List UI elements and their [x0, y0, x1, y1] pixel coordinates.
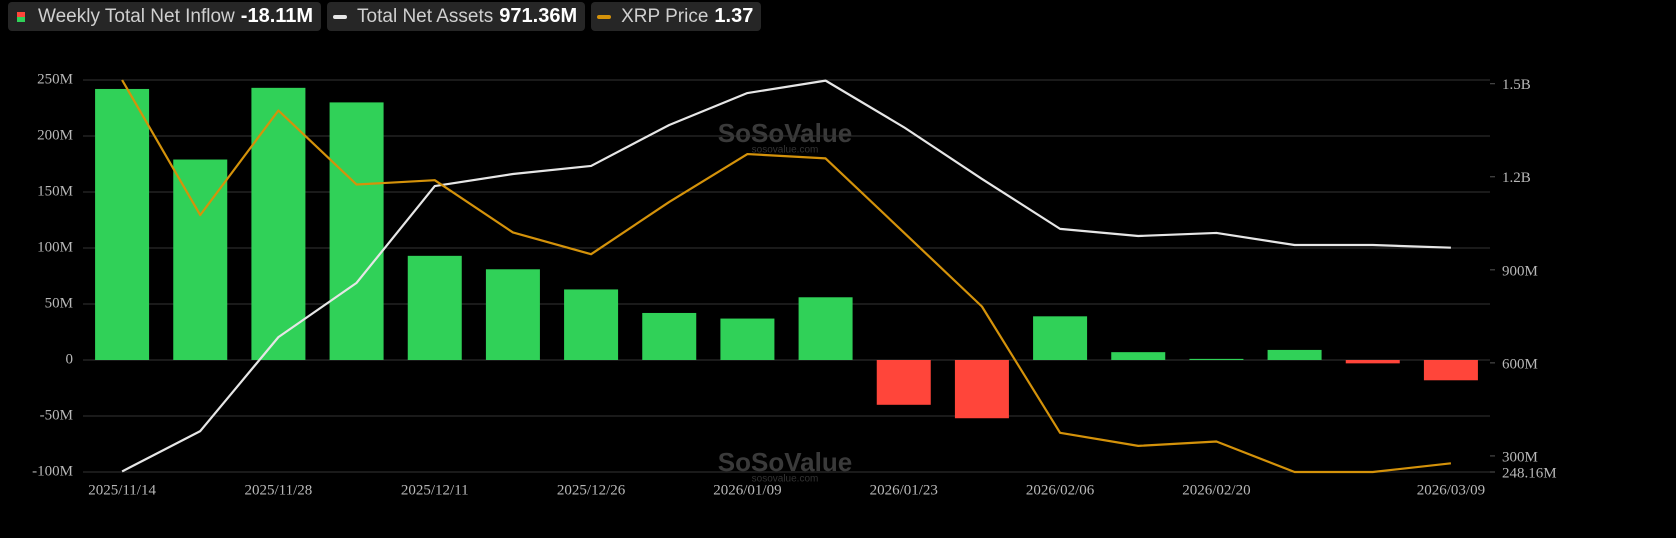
bar: [876, 360, 931, 405]
bar: [642, 312, 697, 360]
bar: [173, 159, 228, 360]
legend-swatch: [333, 14, 348, 19]
y2-tick-label: 300M: [1502, 449, 1538, 465]
y2-tick-label: 248.16M: [1502, 465, 1557, 481]
bar: [407, 255, 462, 360]
legend-item[interactable]: XRP Price 1.37: [591, 2, 762, 31]
x-tick-label: 2025/11/28: [245, 482, 313, 498]
legend-value: -18.11M: [240, 5, 314, 27]
watermark: SoSoValue: [718, 118, 852, 148]
y2-tick-label: 900M: [1502, 263, 1538, 279]
bar: [1189, 358, 1244, 360]
x-tick-label: 2026/02/20: [1182, 482, 1250, 498]
bar: [954, 360, 1009, 419]
x-tick-label: 2025/12/26: [557, 482, 626, 498]
legend-label: Total Net Assets: [357, 5, 494, 27]
y-tick-label: -100M: [32, 463, 73, 479]
y2-tick-label: 1.5B: [1502, 77, 1531, 93]
y2-tick-label: 600M: [1502, 356, 1538, 372]
x-tick-label: 2026/02/06: [1026, 482, 1095, 498]
bar: [485, 269, 540, 360]
legend-value: 1.37: [714, 5, 754, 27]
watermark-url: sosovalue.com: [752, 145, 819, 156]
watermark-url: sosovalue.com: [752, 474, 819, 485]
bar: [1267, 349, 1322, 360]
legend: Weekly Total Net Inflow -18.11M Total Ne…: [8, 2, 762, 31]
legend-value: 971.36M: [499, 5, 578, 27]
x-tick-label: 2025/11/14: [88, 482, 156, 498]
legend-label: Weekly Total Net Inflow: [38, 5, 235, 27]
bar: [720, 318, 775, 360]
legend-item[interactable]: Total Net Assets 971.36M: [327, 2, 586, 31]
y-tick-label: 200M: [37, 127, 73, 143]
y-tick-label: -50M: [40, 407, 73, 423]
y-tick-label: 100M: [37, 239, 73, 255]
legend-swatch: [597, 14, 612, 19]
bar: [95, 88, 150, 361]
bar: [329, 102, 384, 361]
y-tick-label: 150M: [37, 183, 73, 199]
line: [121, 79, 1451, 473]
x-tick-label: 2026/01/23: [870, 482, 938, 498]
y-tick-label: 50M: [45, 295, 73, 311]
bar: [1345, 360, 1400, 364]
legend-swatch: [17, 11, 25, 22]
bar: [564, 289, 619, 360]
x-tick-label: 2026/03/09: [1417, 482, 1485, 498]
legend-item[interactable]: Weekly Total Net Inflow -18.11M: [8, 2, 322, 31]
y-tick-label: 0: [66, 351, 74, 367]
y2-tick-label: 1.2B: [1502, 170, 1531, 186]
legend-label: XRP Price: [621, 5, 709, 27]
line: [121, 79, 1452, 474]
bar: [1423, 360, 1478, 381]
bar: [798, 297, 853, 360]
x-tick-label: 2025/12/11: [401, 482, 469, 498]
x-tick-label: 2026/01/09: [713, 482, 781, 498]
y-tick-label: 250M: [37, 71, 73, 87]
bar: [1111, 352, 1166, 360]
bar: [1033, 316, 1088, 360]
